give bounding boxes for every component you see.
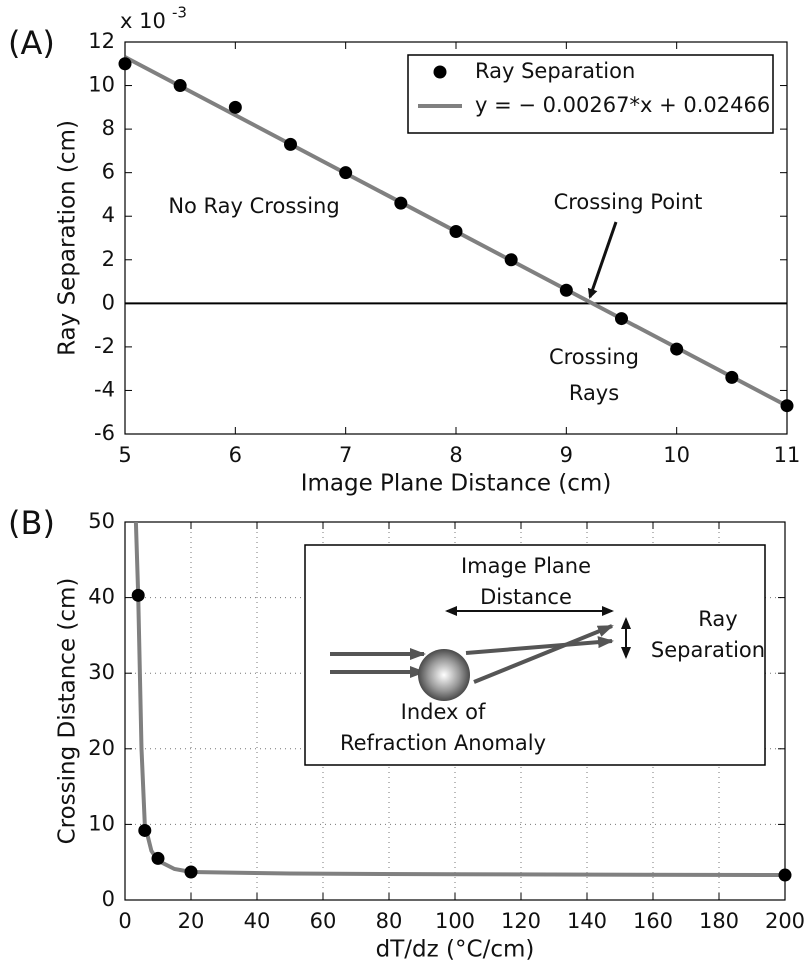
- legend-marker: [433, 65, 447, 79]
- legend-label: y = − 0.00267*x + 0.02466: [475, 93, 770, 117]
- y-tick-label: 2: [102, 247, 115, 271]
- y-tick-label: 10: [88, 811, 115, 835]
- y-tick-label: 12: [88, 29, 115, 53]
- inset-label: Distance: [480, 585, 572, 609]
- inset-label: Separation: [651, 638, 765, 662]
- y-tick-label: -2: [94, 334, 115, 358]
- x-axis-label: dT/dz (°C/cm): [376, 937, 535, 963]
- x-tick-label: 100: [435, 909, 475, 933]
- y-tick-label: 6: [102, 160, 115, 184]
- inset-label: Ray: [698, 607, 737, 631]
- y-tick-label: 10: [88, 73, 115, 97]
- annotation: No Ray Crossing: [168, 194, 339, 218]
- x-tick-label: 40: [244, 909, 271, 933]
- data-point: [670, 342, 684, 356]
- inset-label: Index of: [401, 700, 486, 724]
- inset-label: Image Plane: [461, 554, 591, 578]
- data-point: [284, 137, 297, 151]
- y-tick-label: 0: [102, 290, 115, 314]
- y-multiplier: x 10: [120, 9, 166, 33]
- data-point: [394, 196, 408, 210]
- annotation-arrow: [587, 221, 618, 299]
- plot-frame: [124, 521, 786, 901]
- plot-frame: [124, 41, 788, 435]
- y-multiplier-exponent: -3: [172, 4, 187, 22]
- x-tick-label: 80: [376, 909, 403, 933]
- data-point: [449, 224, 463, 238]
- data-point: [725, 370, 739, 384]
- data-point: [138, 823, 152, 837]
- x-tick-label: 0: [118, 909, 131, 933]
- outgoing-ray: [473, 624, 614, 684]
- anomaly-sphere: [418, 649, 470, 701]
- y-tick-label: 50: [88, 509, 115, 533]
- legend-label: Ray Separation: [475, 59, 635, 83]
- data-point: [780, 399, 794, 413]
- annotation: Crossing Point: [554, 190, 703, 214]
- data-point: [778, 868, 792, 882]
- x-tick-label: 9: [560, 443, 573, 467]
- y-axis-label: Crossing Distance (cm): [55, 578, 81, 845]
- annotation: Rays: [569, 381, 619, 405]
- y-tick-label: 40: [88, 585, 115, 609]
- data-point: [504, 253, 518, 267]
- inset-label: Refraction Anomaly: [340, 731, 546, 755]
- data-point: [228, 100, 242, 114]
- x-tick-label: 11: [774, 443, 801, 467]
- x-tick-label: 160: [633, 909, 673, 933]
- data-point: [339, 166, 353, 180]
- x-tick-label: 20: [178, 909, 205, 933]
- x-tick-label: 10: [663, 443, 690, 467]
- x-tick-label: 8: [449, 443, 462, 467]
- data-point: [615, 312, 628, 326]
- x-tick-label: 6: [229, 443, 242, 467]
- y-tick-label: -4: [94, 377, 115, 401]
- data-point: [559, 283, 573, 297]
- x-tick-label: 5: [118, 443, 131, 467]
- y-tick-label: 8: [102, 116, 115, 140]
- x-tick-label: 7: [339, 443, 352, 467]
- outgoing-ray: [465, 636, 614, 655]
- data-point: [173, 79, 187, 93]
- x-tick-label: 140: [567, 909, 607, 933]
- data-point: [184, 865, 198, 879]
- annotation: Crossing: [549, 345, 639, 369]
- x-tick-label: 60: [310, 909, 337, 933]
- y-tick-label: 4: [102, 203, 115, 227]
- panel-label: (A): [8, 24, 55, 62]
- panel-label: (B): [8, 504, 55, 542]
- y-tick-label: 0: [102, 887, 115, 911]
- legend-box: [407, 54, 774, 134]
- x-tick-label: 120: [501, 909, 541, 933]
- y-tick-label: 30: [88, 660, 115, 684]
- y-axis-label: Ray Separation (cm): [55, 120, 81, 356]
- data-point: [151, 851, 165, 865]
- y-tick-label: 20: [88, 736, 115, 760]
- x-axis-label: Image Plane Distance (cm): [301, 471, 612, 497]
- x-tick-label: 200: [765, 909, 804, 933]
- data-point: [131, 588, 145, 602]
- data-point: [118, 57, 132, 71]
- x-tick-label: 180: [699, 909, 739, 933]
- y-tick-label: -6: [94, 421, 115, 445]
